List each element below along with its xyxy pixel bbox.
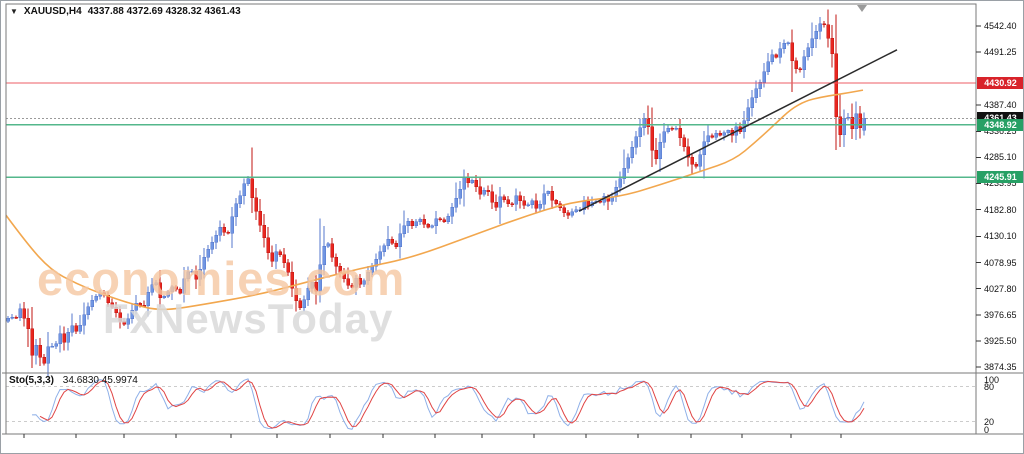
price-badge-red: 4430.92	[977, 77, 1023, 89]
price-tick: 4542.40	[984, 21, 1017, 32]
price-tick: 4233.95	[984, 178, 1017, 189]
price-tick: 4491.25	[984, 47, 1017, 58]
price-tick: 4182.80	[984, 204, 1017, 215]
stoch-scale-tick: 20	[984, 417, 995, 427]
price-tick: 4130.10	[984, 231, 1017, 242]
price-axis[interactable]: 4542.40 4491.25 4387.40 4336.25 4285.10 4233.…	[977, 1, 1023, 435]
stochastic-values: 34.6830 45.9974	[62, 375, 138, 386]
chart-title: ▼ XAUUSD,H4 4337.88 4372.69 4328.32 4361…	[10, 6, 241, 17]
price-tick: 3976.65	[984, 309, 1017, 320]
price-tick: 4078.95	[984, 257, 1017, 268]
price-tick: 4027.80	[984, 283, 1017, 294]
price-tick: 4336.25	[984, 126, 1017, 137]
price-tick: 4285.10	[984, 152, 1017, 163]
price-tick: 4387.40	[984, 100, 1017, 111]
stoch-scale-tick: 100	[984, 375, 1000, 385]
ohlc-values: 4337.88 4372.69 4328.32 4361.43	[87, 6, 241, 17]
symbol-dropdown-icon[interactable]: ▼	[10, 7, 18, 16]
price-badge-green: 4245.91	[977, 171, 1023, 184]
price-badge-green: 4348.92	[977, 118, 1023, 131]
stochastic-label: Sto(5,3,3) 34.6830 45.9974	[9, 375, 138, 386]
stoch-scale-tick: 80	[984, 382, 995, 392]
symbol-period-label: XAUUSD,H4	[23, 6, 82, 17]
price-tick: 3925.50	[984, 335, 1017, 346]
time-axis[interactable]: 27 Oct 202530 Oct 12:004 Nov 04:006 Nov …	[1, 434, 1023, 453]
stochastic-name: Sto(5,3,3)	[9, 375, 55, 386]
price-tick: 3874.35	[984, 361, 1017, 372]
chart-shift-icon[interactable]	[857, 5, 867, 12]
stoch-scale-tick: 0	[984, 425, 990, 435]
